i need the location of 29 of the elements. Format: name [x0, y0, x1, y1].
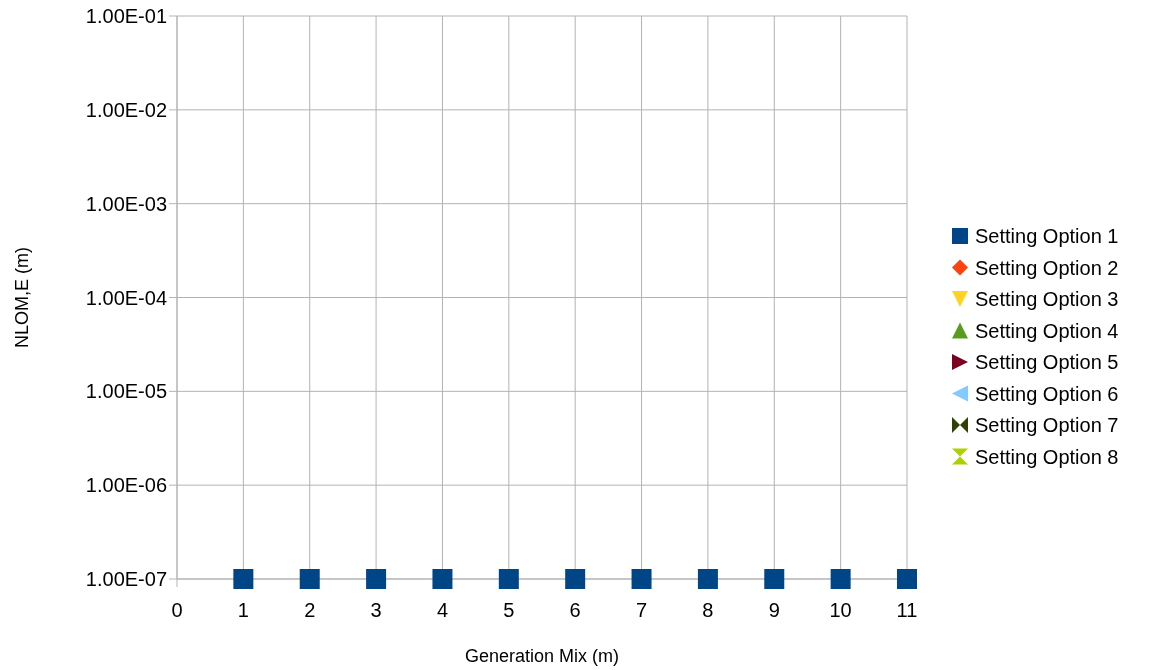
y-tick-label: 1.00E-03 [85, 192, 167, 215]
x-tick-label: 3 [370, 599, 382, 621]
x-tick-label: 10 [829, 599, 852, 621]
x-tick-label: 1 [237, 599, 249, 621]
y-tick-label: 1.00E-07 [85, 568, 167, 590]
legend-label: Setting Option 5 [975, 351, 1119, 373]
legend-label: Setting Option 6 [975, 382, 1119, 405]
x-tick-label: 9 [768, 599, 780, 621]
x-tick-label: 5 [503, 599, 515, 621]
legend-label: Setting Option 4 [975, 319, 1119, 342]
y-tick-label: 1.00E-06 [85, 474, 167, 497]
x-tick-label: 7 [635, 599, 648, 621]
y-axis-title: NLOM,E (m) [12, 247, 32, 348]
legend-label: Setting Option 3 [975, 288, 1119, 310]
x-tick-label: 6 [569, 599, 581, 621]
legend-label: Setting Option 7 [975, 414, 1119, 436]
x-tick-label: 11 [896, 599, 918, 621]
x-axis-title: Generation Mix (m) [464, 646, 620, 666]
y-tick-label: 1.00E-01 [85, 5, 167, 27]
x-tick-label: 2 [304, 599, 316, 621]
x-tick-label: 8 [702, 599, 714, 621]
x-tick-label: 4 [436, 599, 449, 621]
y-tick-label: 1.00E-04 [85, 286, 167, 309]
legend-label: Setting Option 8 [975, 445, 1119, 468]
y-tick-label: 1.00E-02 [85, 98, 167, 121]
x-tick-label: 0 [171, 599, 183, 621]
legend-label: Setting Option 1 [975, 225, 1119, 247]
y-tick-label: 1.00E-05 [85, 380, 167, 403]
legend-label: Setting Option 2 [975, 256, 1119, 279]
